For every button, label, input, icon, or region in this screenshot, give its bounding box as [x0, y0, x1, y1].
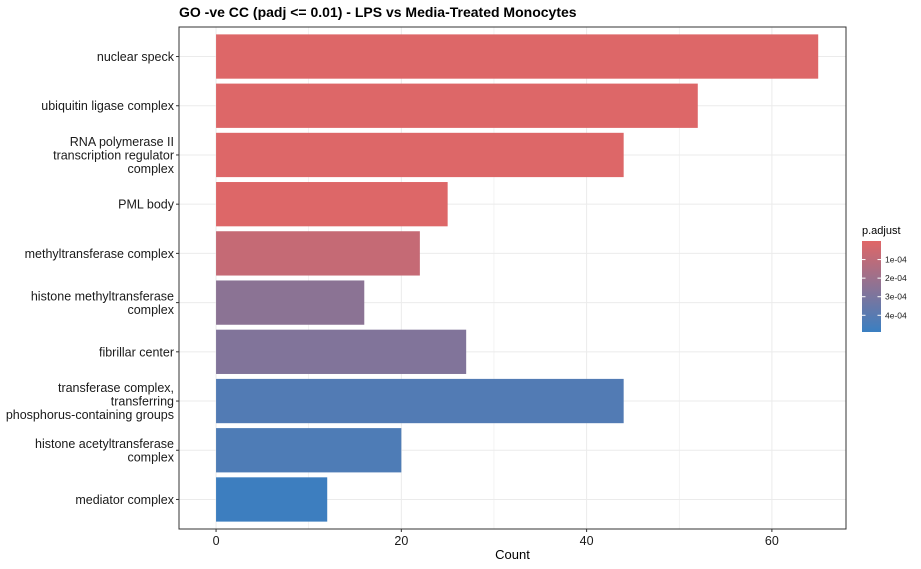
category-label-line: methyltransferase complex	[25, 247, 175, 261]
bar	[216, 34, 819, 79]
bar	[216, 83, 698, 128]
category-label: mediator complex	[75, 493, 174, 507]
category-label-line: RNA polymerase II	[70, 135, 174, 149]
category-label: PML body	[118, 198, 175, 212]
category-label: fibrillar center	[99, 345, 174, 359]
legend-title: p.adjust	[862, 225, 901, 237]
chart-title: GO -ve CC (padj <= 0.01) - LPS vs Media-…	[179, 4, 577, 20]
bar	[216, 329, 467, 374]
category-label-line: complex	[127, 162, 174, 176]
category-label-line: mediator complex	[75, 493, 174, 507]
category-label-line: complex	[127, 451, 174, 465]
x-tick-label: 60	[765, 534, 779, 548]
category-label-line: nuclear speck	[97, 50, 175, 64]
x-tick-label: 40	[580, 534, 594, 548]
bar	[216, 378, 624, 424]
category-label-line: transferring	[111, 395, 174, 409]
legend-tick-label: 2e-04	[885, 273, 907, 283]
category-labels: nuclear speck ubiquitin ligase complex RNA…	[6, 50, 179, 507]
legend-tick-label: 4e-04	[885, 310, 907, 320]
category-label: histone acetyltransferase complex	[35, 437, 175, 465]
legend-tick-label: 3e-04	[885, 292, 907, 302]
bar	[216, 477, 328, 522]
category-label: histone methyltransferase complex	[31, 289, 175, 317]
x-tick-label: 20	[394, 534, 408, 548]
category-label-line: transcription regulator	[53, 148, 174, 162]
category-label-line: phosphorus-containing groups	[6, 408, 174, 422]
category-label-line: transferase complex,	[58, 381, 174, 395]
category-label: nuclear speck	[97, 50, 175, 64]
bar	[216, 428, 402, 473]
category-label-line: histone methyltransferase	[31, 289, 174, 303]
category-label-line: histone acetyltransferase	[35, 437, 174, 451]
legend: p.adjust 1e-04 2e-04 3e-04 4e-04	[862, 225, 907, 332]
category-label: transferase complex, transferring phosphor…	[6, 381, 174, 422]
legend-ticks: 1e-04 2e-04 3e-04 4e-04	[862, 255, 907, 320]
bar	[216, 182, 448, 227]
category-label-line: ubiquitin ligase complex	[41, 99, 174, 113]
category-label-line: complex	[127, 303, 174, 317]
category-label: methyltransferase complex	[25, 247, 175, 261]
x-tick-label: 0	[213, 534, 220, 548]
category-label-line: fibrillar center	[99, 345, 174, 359]
x-axis-title: Count	[495, 547, 530, 562]
category-label: RNA polymerase II transcription regulator…	[53, 135, 175, 176]
colorbar	[862, 241, 881, 332]
legend-tick-label: 1e-04	[885, 255, 907, 265]
bars	[216, 34, 819, 522]
panel-border	[178, 26, 847, 530]
x-axis-ticks: 0 20 40 60	[213, 529, 779, 548]
bar	[216, 280, 365, 325]
bar	[216, 231, 420, 276]
bar	[216, 132, 624, 178]
category-label: ubiquitin ligase complex	[41, 99, 174, 113]
category-label-line: PML body	[118, 198, 175, 212]
